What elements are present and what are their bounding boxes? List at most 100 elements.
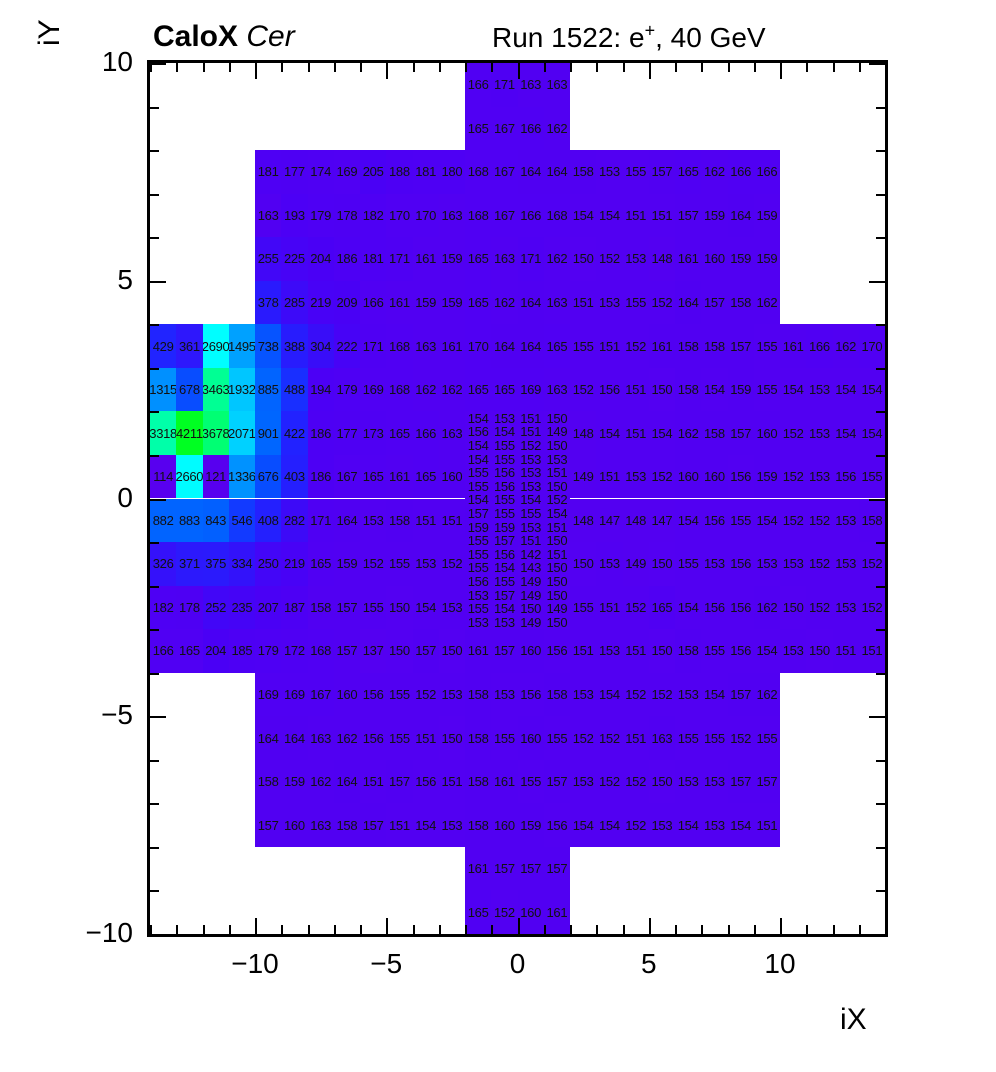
heatmap-cell: 153 [806,367,833,412]
y-tick [150,803,159,806]
heatmap-cell: 166 [806,324,833,368]
heatmap-cell: 388 [281,324,308,368]
x-tick [727,925,730,934]
heatmap-cell: 159 [438,280,465,325]
heatmap-cell: 250 [255,542,282,586]
x-tick-top [806,63,809,72]
heatmap-cell: 151 [622,716,649,760]
plot-title-left: CaloX Cer [153,20,295,54]
y-tick [150,716,166,719]
y-tick-right [876,454,885,457]
y-tick-right [876,759,885,762]
heatmap-cell: 178 [333,193,360,238]
heatmap-cell: 168 [307,629,334,673]
heatmap-cell: 151 [622,193,649,238]
x-tick [465,925,467,934]
heatmap-cell: 157 [675,193,702,238]
heatmap-cell: 165 [386,411,413,455]
heatmap-cell: 158 [465,716,492,760]
heatmap-cell: 151 [622,411,649,455]
charge-superscript: + [644,20,656,41]
heatmap-cell: 158 [465,759,492,804]
heatmap-cell: 157 [255,803,282,847]
heatmap-cell: 152 [543,493,570,507]
y-tick-label: 5 [117,263,133,295]
heatmap-cell: 155 [491,452,518,466]
heatmap-cell: 153 [438,585,465,630]
heatmap-cell: 155 [360,585,387,630]
heatmap-cell: 158 [333,803,360,847]
heatmap-cell: 304 [307,324,334,368]
heatmap-cell: 153 [596,629,623,673]
heatmap-cell: 3318 [150,411,177,455]
heatmap-cell: 152 [622,803,649,847]
y-tick [150,498,166,501]
heatmap-cell: 155 [675,716,702,760]
heatmap-cell: 157 [727,672,754,717]
plot-frame: 166 171 163 163 165 167 166 162 181 177 174 169 205 1… [147,60,888,937]
heatmap-cell: 151 [517,425,544,439]
heatmap-cell: 174 [307,150,334,194]
heatmap-cell: 155 [701,629,728,673]
heatmap-cell: 182 [150,585,177,630]
plot-title-right: Run 1522: e+, 40 GeV [492,22,766,54]
heatmap-cell: 1336 [228,454,255,499]
heatmap-cell: 159 [753,454,780,499]
heatmap-cell: 2690 [202,324,229,368]
x-tick [701,925,704,934]
x-tick-top [596,63,599,72]
heatmap-cell: 148 [570,498,597,543]
heatmap-cell: 161 [438,324,465,368]
heatmap-cell: 153 [438,672,465,717]
x-tick-label: 0 [509,948,526,979]
heatmap-cell: 151 [438,498,465,543]
heatmap-cell: 194 [307,367,334,412]
heatmap-cell: 148 [648,237,675,281]
heatmap-cell: 153 [832,585,859,630]
heatmap-cell: 152 [622,672,649,717]
heatmap-cell: 153 [596,542,623,586]
heatmap-cell: 148 [622,498,649,543]
heatmap-cell: 151 [622,629,649,673]
heatmap-cell: 160 [491,803,518,847]
heatmap-cell: 163 [648,716,675,760]
x-tick-top [386,63,389,79]
x-axis-title: iX [840,1003,867,1036]
heatmap-cell: 150 [570,237,597,281]
heatmap-cell: 149 [517,574,544,589]
heatmap-cell: 209 [333,280,360,325]
heatmap-cell: 150 [438,716,465,760]
heatmap-cell: 154 [832,367,859,412]
heatmap-cell: 168 [465,150,492,194]
x-tick [543,925,546,934]
heatmap-cell: 153 [412,542,439,586]
heatmap-cell: 186 [307,454,334,499]
y-tick-right [876,150,885,153]
heatmap-cell: 156 [491,465,518,480]
heatmap-cell: 155 [465,533,492,548]
heatmap-cell: 179 [307,193,334,238]
heatmap-cell: 207 [255,585,282,630]
y-tick-right [876,542,885,545]
heatmap-cell: 157 [701,280,728,325]
heatmap-cell: 162 [543,237,570,281]
heatmap-cell: 159 [491,520,518,534]
heatmap-cell: 154 [701,672,728,717]
heatmap-cell: 155 [543,716,570,760]
heatmap-cell: 422 [281,411,308,455]
heatmap-cell: 165 [307,542,334,586]
x-tick-top [202,63,205,72]
heatmap-cell: 158 [255,759,282,804]
heatmap-cell: 150 [543,479,570,494]
heatmap-cell: 150 [386,629,413,673]
heatmap-cell: 159 [727,367,754,412]
heatmap-cell: 158 [570,150,597,194]
x-tick-top [333,63,336,72]
heatmap-cell: 155 [753,716,780,760]
heatmap-cell: 159 [701,193,728,238]
heatmap-cell: 153 [780,629,807,673]
heatmap-cell: 162 [438,367,465,412]
heatmap-cell: 154 [491,561,518,575]
y-tick [150,63,166,65]
heatmap-cell: 181 [255,150,282,194]
